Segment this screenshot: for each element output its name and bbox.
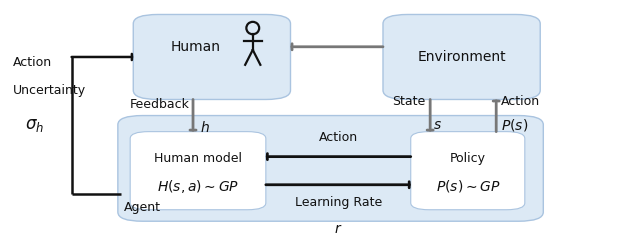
Text: State: State: [392, 95, 425, 108]
Text: Human: Human: [171, 40, 220, 54]
Text: Uncertainty: Uncertainty: [13, 84, 86, 97]
Text: Human model: Human model: [154, 153, 242, 165]
Text: Agent: Agent: [124, 201, 161, 214]
Text: Action: Action: [13, 56, 52, 69]
Text: Feedback: Feedback: [130, 98, 190, 111]
Text: $\sigma_h$: $\sigma_h$: [25, 116, 44, 134]
FancyBboxPatch shape: [130, 132, 266, 210]
Text: Action: Action: [501, 95, 540, 108]
FancyBboxPatch shape: [133, 15, 290, 99]
Text: $r$: $r$: [334, 222, 342, 236]
Text: Action: Action: [319, 131, 358, 144]
FancyBboxPatch shape: [411, 132, 525, 210]
Text: Learning Rate: Learning Rate: [295, 196, 382, 209]
Text: $s$: $s$: [433, 118, 442, 132]
Text: Environment: Environment: [417, 50, 506, 64]
Text: $P(s)\sim GP$: $P(s)\sim GP$: [436, 178, 500, 194]
FancyBboxPatch shape: [118, 116, 543, 221]
Text: $P(s)$: $P(s)$: [501, 117, 528, 133]
Text: $h$: $h$: [200, 119, 210, 134]
Text: $H(s,a)\sim GP$: $H(s,a)\sim GP$: [157, 178, 239, 195]
Text: Policy: Policy: [450, 153, 486, 165]
FancyBboxPatch shape: [383, 15, 540, 99]
